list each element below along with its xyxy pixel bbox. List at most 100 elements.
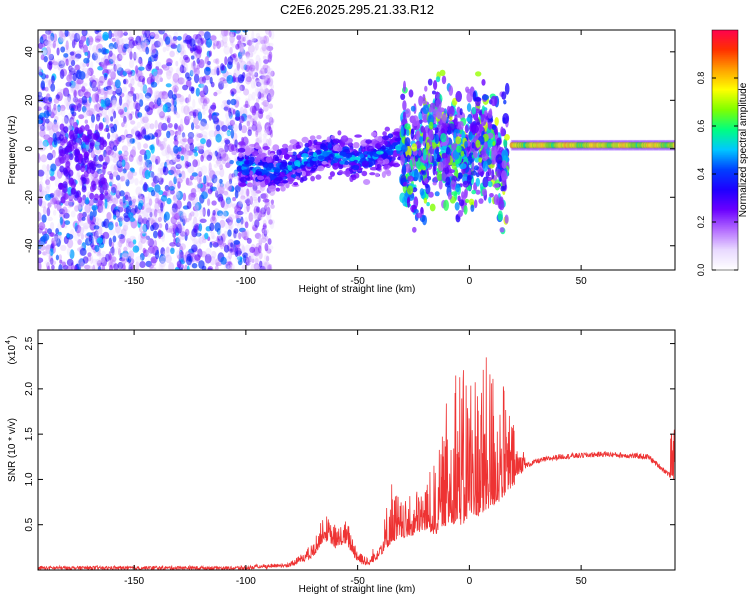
heat-cell [111, 85, 115, 92]
heat-cell [161, 90, 166, 96]
heat-cell [159, 111, 166, 120]
colorbar-step [712, 42, 738, 45]
heat-cell [198, 121, 206, 131]
heat-cell [245, 188, 250, 197]
colorbar-tick-label: 0.8 [696, 72, 706, 85]
heat-cell [140, 40, 145, 49]
heat-cell [87, 252, 92, 257]
heat-cell [237, 147, 246, 153]
snr-y-axis: 0.51.01.52.02.5 [24, 336, 675, 532]
heat-cell [38, 132, 41, 137]
heat-cell [234, 57, 238, 62]
y-tick-label: 0.5 [24, 517, 35, 531]
heat-cell [202, 85, 208, 94]
heat-cell [103, 128, 110, 132]
heat-cell [70, 107, 75, 115]
heat-cell [45, 102, 52, 111]
heat-cell [176, 131, 183, 138]
heat-cell [143, 161, 148, 168]
heat-cell [122, 86, 127, 93]
heat-cell [435, 76, 441, 83]
heat-cell [252, 196, 258, 201]
heat-cell [89, 198, 94, 204]
heat-cell [176, 43, 182, 53]
heat-cell [177, 209, 185, 217]
heat-cell [98, 75, 106, 84]
heat-cell [38, 66, 42, 73]
heat-cell [74, 264, 78, 270]
heat-cell [251, 123, 258, 132]
heat-cell [457, 210, 463, 217]
heat-cell [260, 67, 266, 77]
heat-cell [107, 78, 113, 86]
heat-cell [146, 250, 151, 258]
heat-cell [76, 103, 82, 112]
heat-cell [215, 188, 218, 194]
heat-cell [106, 211, 112, 221]
heat-cell [127, 93, 133, 104]
heat-cell [41, 49, 48, 55]
heat-cell [165, 223, 169, 231]
heat-cell [445, 176, 451, 186]
heat-cell [422, 104, 430, 115]
heat-cell [135, 186, 142, 196]
heat-cell [191, 152, 196, 160]
colorbar-step [712, 30, 738, 33]
heat-cell [158, 177, 164, 185]
heat-cell [257, 175, 265, 181]
heat-cell [118, 42, 122, 51]
heat-cell [258, 251, 263, 260]
snr-panel: -150 -100 -50 0 50 0.51.01.52.02.5 Height of… [5, 329, 676, 595]
heat-cell [287, 145, 293, 152]
heat-cell [250, 39, 255, 49]
heat-cell [251, 258, 255, 263]
heat-cell [52, 59, 59, 70]
heat-cell [86, 247, 93, 252]
heat-cell [436, 107, 443, 120]
heat-cell [173, 105, 177, 115]
heat-cell [233, 228, 239, 234]
heat-cell [46, 265, 51, 270]
heat-cell [139, 149, 147, 156]
heat-cell [463, 205, 468, 215]
heat-cell [230, 186, 235, 192]
heat-cell [132, 239, 137, 245]
heat-cell [66, 233, 70, 238]
heat-cell [446, 146, 451, 155]
colorbar-step [712, 214, 738, 217]
heat-cell [174, 138, 179, 148]
heat-cell [84, 70, 92, 77]
heat-cell [130, 78, 135, 86]
heat-cell [257, 78, 264, 87]
heat-cell [339, 160, 345, 165]
colorbar-step [712, 130, 738, 133]
heat-cell [150, 189, 156, 197]
heat-cell [58, 264, 63, 270]
heat-cell [209, 241, 213, 248]
heat-cell [232, 53, 237, 58]
heat-cell [107, 198, 113, 204]
heat-cell [402, 196, 408, 207]
heat-cell [148, 101, 155, 110]
heat-cell [433, 123, 438, 128]
heat-cell [126, 135, 133, 145]
heat-cell [495, 154, 503, 165]
heat-cell [155, 91, 161, 97]
heat-cell [55, 94, 60, 100]
heat-cell [98, 34, 103, 43]
heat-cell [137, 217, 144, 225]
heat-cell [488, 196, 492, 204]
heat-cell [59, 208, 65, 215]
heat-cell [404, 163, 411, 173]
colorbar-step [712, 238, 738, 241]
heat-cell [81, 105, 87, 113]
heat-cell [74, 224, 82, 234]
heat-cell [79, 62, 85, 70]
heat-cell [215, 258, 220, 267]
heat-cell [113, 263, 119, 270]
heat-cell [166, 70, 172, 80]
heat-cell [459, 108, 463, 116]
heat-cell [330, 135, 336, 140]
heat-cell [261, 101, 267, 106]
heat-cell [245, 198, 251, 207]
